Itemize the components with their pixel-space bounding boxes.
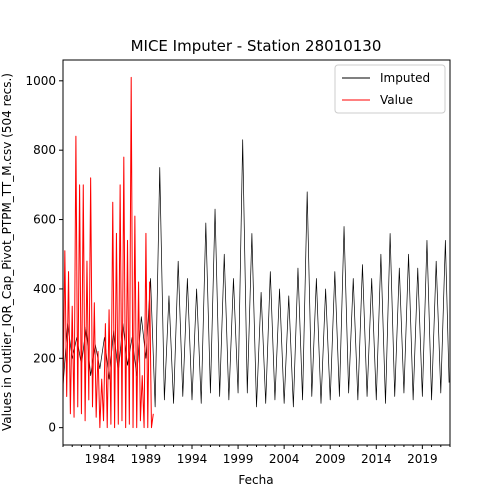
legend-label-value: Value bbox=[380, 93, 413, 107]
series-layer bbox=[62, 76, 450, 429]
y-tick-label: 400 bbox=[33, 282, 56, 296]
y-tick-label: 800 bbox=[33, 143, 56, 157]
y-axis: 0 200 400 600 800 1000 bbox=[25, 74, 63, 435]
legend: Imputed Value bbox=[334, 64, 446, 114]
x-tick-label: 1994 bbox=[177, 452, 208, 466]
legend-box bbox=[334, 64, 446, 114]
x-tick-label: 1989 bbox=[131, 452, 162, 466]
series-line-value bbox=[62, 76, 154, 429]
y-tick-label: 600 bbox=[33, 213, 56, 227]
x-axis: 1984 1989 1994 1999 2004 2009 2014 2019 bbox=[62, 445, 451, 466]
x-tick-label: 2019 bbox=[407, 452, 438, 466]
chart-title: MICE Imputer - Station 28010130 bbox=[131, 37, 382, 55]
y-tick-label: 200 bbox=[33, 351, 56, 365]
x-tick-label: 2009 bbox=[315, 452, 346, 466]
y-tick-label: 0 bbox=[48, 421, 56, 435]
y-tick-label: 1000 bbox=[25, 74, 56, 88]
x-axis-title: Fecha bbox=[238, 473, 273, 487]
x-tick-label: 1999 bbox=[223, 452, 254, 466]
series-line-imputed bbox=[62, 139, 450, 408]
x-tick-label: 2014 bbox=[361, 452, 392, 466]
plot-frame bbox=[62, 59, 451, 446]
legend-label-imputed: Imputed bbox=[380, 71, 430, 85]
x-tick-label: 1984 bbox=[85, 452, 116, 466]
y-axis-title: Values in Outlier_IQR_Cap_Pivot_PTPM_TT_… bbox=[0, 73, 14, 431]
x-tick-label: 2004 bbox=[269, 452, 300, 466]
